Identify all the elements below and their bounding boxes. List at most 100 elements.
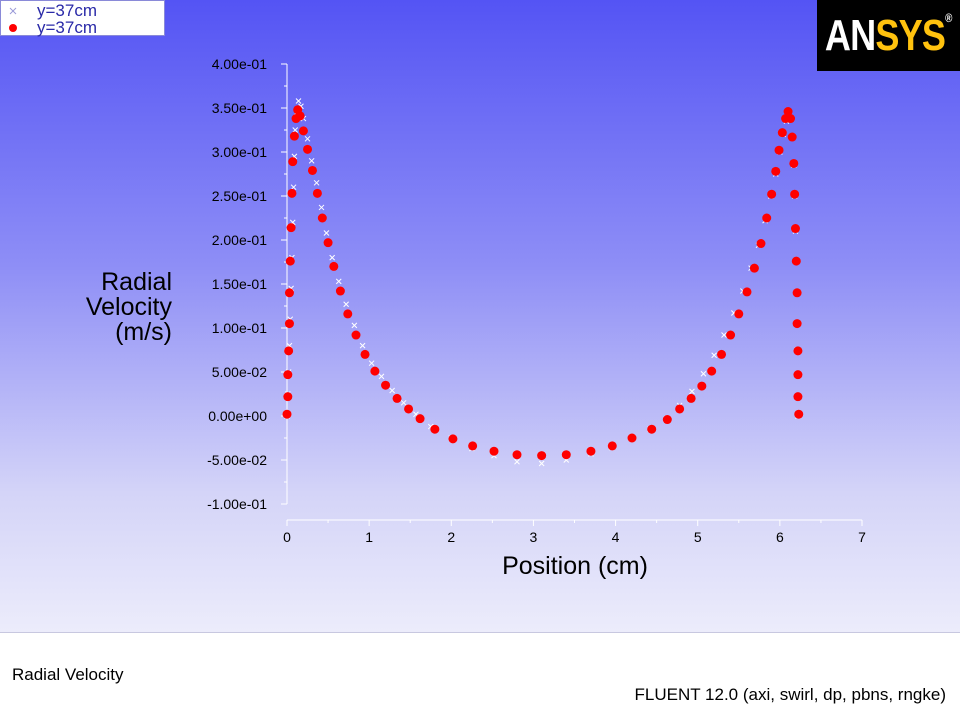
data-point-circle xyxy=(794,409,804,419)
data-point-cross xyxy=(721,332,727,338)
y-tick-label: 3.00e-01 xyxy=(212,144,267,160)
data-point-circle xyxy=(430,424,440,434)
x-tick-label: 3 xyxy=(530,529,538,545)
data-point-circle xyxy=(283,370,293,380)
axes: 4.00e-01 3.50e-01 3.00e-01 2.50e-01 2.00e-01… xyxy=(207,56,866,545)
y-tick-label: 1.50e-01 xyxy=(212,276,267,292)
data-point-circle xyxy=(791,256,801,266)
data-point-cross xyxy=(335,278,342,285)
y-tick-label: 3.50e-01 xyxy=(212,100,267,116)
data-point-cross xyxy=(308,157,315,164)
data-point-circle xyxy=(537,451,547,461)
y-tick-label: 4.00e-01 xyxy=(212,56,267,72)
data-point-circle xyxy=(329,261,339,271)
x-tick-label: 7 xyxy=(858,529,866,545)
data-point-circle xyxy=(282,409,292,419)
scatter-chart: 4.00e-01 3.50e-01 3.00e-01 2.50e-01 2.00e-01… xyxy=(207,56,866,545)
cross-marker-icon xyxy=(5,3,21,19)
data-point-cross xyxy=(295,98,302,104)
data-point-circle xyxy=(404,404,414,414)
data-point-cross xyxy=(304,135,311,142)
data-point-circle xyxy=(790,189,800,199)
data-point-circle xyxy=(381,380,391,390)
legend-label: y=37cm xyxy=(37,1,97,20)
y-axis-label-line: Velocity xyxy=(85,293,172,321)
data-point-circle xyxy=(749,263,759,273)
data-point-cross xyxy=(329,254,336,261)
data-point-circle xyxy=(283,392,293,402)
data-point-circle xyxy=(284,319,294,329)
data-point-circle xyxy=(489,446,499,456)
data-point-circle xyxy=(783,107,793,117)
data-point-circle xyxy=(303,144,313,154)
y-tick-label: 2.50e-01 xyxy=(212,188,267,204)
series-circle xyxy=(282,105,804,461)
data-point-circle xyxy=(787,132,797,142)
data-point-circle xyxy=(793,370,803,380)
data-point-circle xyxy=(786,114,796,124)
data-point-circle xyxy=(586,446,596,456)
data-point-cross xyxy=(368,360,375,367)
data-point-circle xyxy=(287,188,297,198)
data-point-circle xyxy=(771,166,781,176)
data-point-circle xyxy=(697,381,707,391)
data-point-cross xyxy=(711,352,717,359)
legend-item-circle: y=37cm xyxy=(5,19,97,36)
data-point-circle xyxy=(312,188,322,198)
data-point-circle xyxy=(335,286,345,296)
data-point-circle xyxy=(323,238,333,248)
data-point-circle xyxy=(789,158,799,168)
footer-panel: Radial Velocity FLUENT 12.0 (axi, swirl,… xyxy=(0,632,960,720)
data-point-circle xyxy=(286,223,296,233)
data-point-circle xyxy=(792,288,802,298)
data-point-cross xyxy=(700,370,707,377)
data-point-circle xyxy=(512,450,522,460)
logo-text: ANSYS® xyxy=(825,10,952,60)
data-point-circle xyxy=(317,213,327,223)
data-point-circle xyxy=(295,111,305,121)
y-axis-label: Radial Velocity (m/s) xyxy=(40,270,172,345)
data-point-cross xyxy=(514,458,520,465)
data-point-cross xyxy=(359,342,366,349)
data-point-circle xyxy=(647,424,657,434)
data-point-circle xyxy=(284,346,294,356)
data-point-circle xyxy=(790,224,800,234)
data-point-circle xyxy=(561,450,571,460)
data-point-cross xyxy=(689,388,695,395)
data-point-circle xyxy=(351,330,361,340)
solver-info: FLUENT 12.0 (axi, swirl, dp, pbns, rngke… xyxy=(634,685,946,704)
y-axis-label-line: (m/s) xyxy=(115,318,172,346)
y-tick-label: 2.00e-01 xyxy=(212,232,267,248)
x-tick-label: 2 xyxy=(447,529,455,545)
data-point-cross xyxy=(318,204,325,211)
data-point-circle xyxy=(343,309,353,319)
data-point-circle xyxy=(370,366,380,376)
data-point-circle xyxy=(793,346,803,356)
data-point-circle xyxy=(360,349,370,359)
circle-marker-icon xyxy=(5,20,21,36)
data-point-circle xyxy=(742,287,752,297)
data-point-circle xyxy=(707,366,717,376)
data-point-circle xyxy=(756,239,766,249)
data-point-circle xyxy=(285,256,295,266)
data-point-circle xyxy=(774,145,784,155)
data-point-cross xyxy=(538,460,545,467)
data-point-circle xyxy=(792,319,802,329)
data-point-cross xyxy=(389,387,395,394)
data-point-circle xyxy=(468,441,478,451)
data-point-cross xyxy=(323,230,330,236)
data-point-circle xyxy=(777,128,787,138)
x-tick-label: 6 xyxy=(776,529,784,545)
data-point-circle xyxy=(607,441,617,451)
footer-title: Radial Velocity xyxy=(12,665,124,684)
data-point-circle xyxy=(717,349,727,359)
y-tick-label: -5.00e-02 xyxy=(207,452,267,468)
data-point-cross xyxy=(378,373,385,380)
data-point-cross xyxy=(351,322,358,329)
data-point-circle xyxy=(415,414,425,424)
data-point-cross xyxy=(343,301,349,308)
legend: y=37cm y=37cm xyxy=(0,0,165,36)
y-tick-label: -1.00e-01 xyxy=(207,496,267,512)
data-point-circle xyxy=(284,288,294,298)
data-point-circle xyxy=(627,433,637,443)
